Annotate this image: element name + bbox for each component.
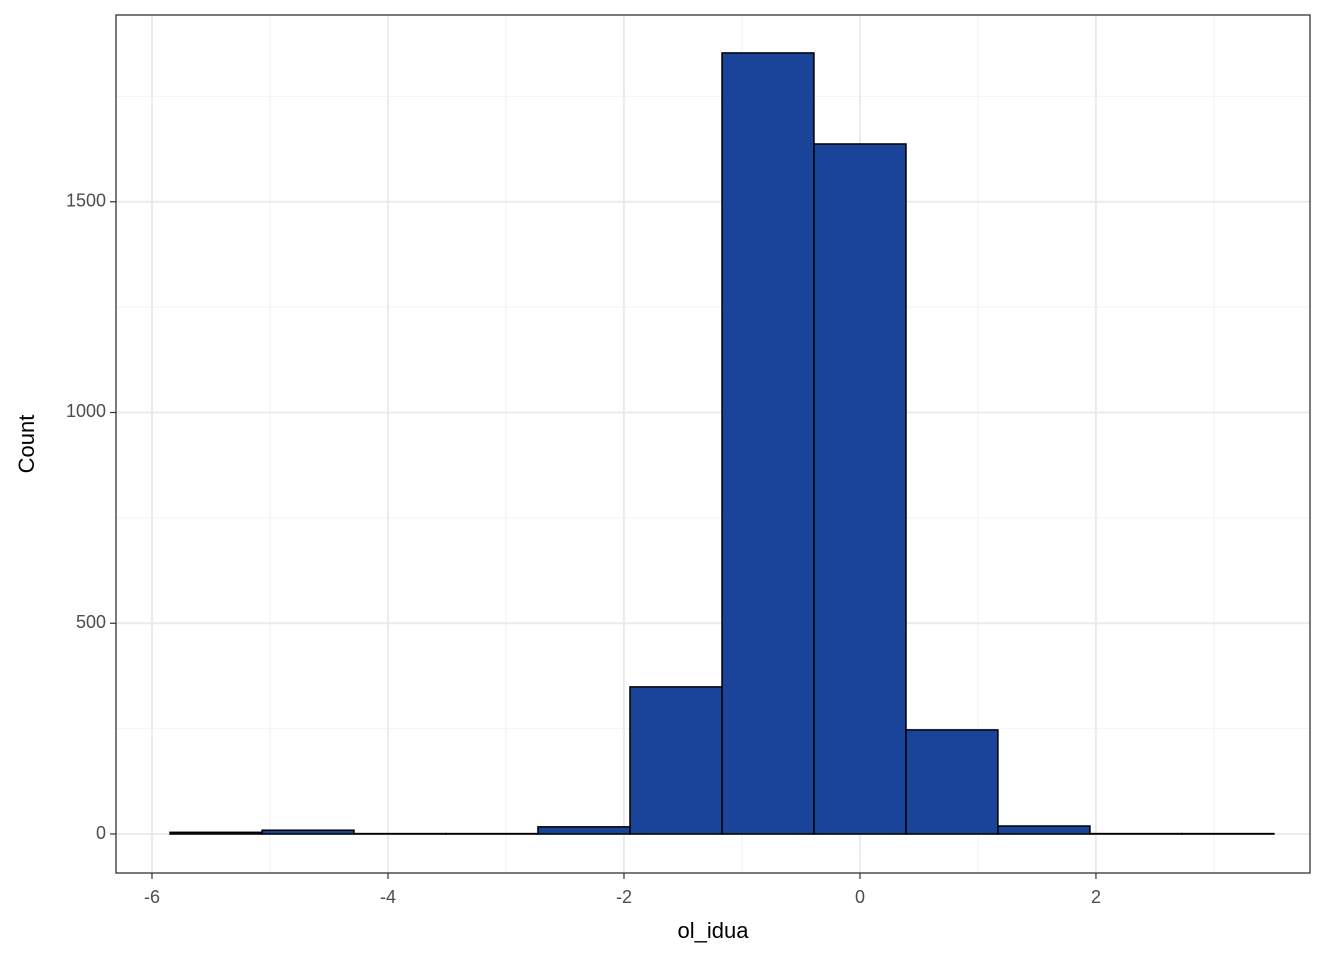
bar (814, 144, 906, 834)
y-tick-label: 500 (76, 612, 106, 632)
x-tick-label: 0 (855, 887, 865, 907)
bar (722, 53, 814, 834)
bar (262, 830, 354, 834)
bar (998, 826, 1090, 834)
x-tick-label: -2 (616, 887, 632, 907)
y-tick-label: 1000 (66, 401, 106, 421)
y-axis-title: Count (14, 415, 39, 474)
y-tick-label: 1500 (66, 190, 106, 210)
x-axis-title: ol_idua (678, 918, 750, 943)
bar (906, 730, 998, 834)
bar (170, 832, 262, 834)
bar (630, 687, 722, 834)
bar (538, 827, 630, 834)
x-tick-label: 2 (1091, 887, 1101, 907)
x-tick-label: -6 (144, 887, 160, 907)
x-tick-label: -4 (380, 887, 396, 907)
y-tick-label: 0 (96, 823, 106, 843)
